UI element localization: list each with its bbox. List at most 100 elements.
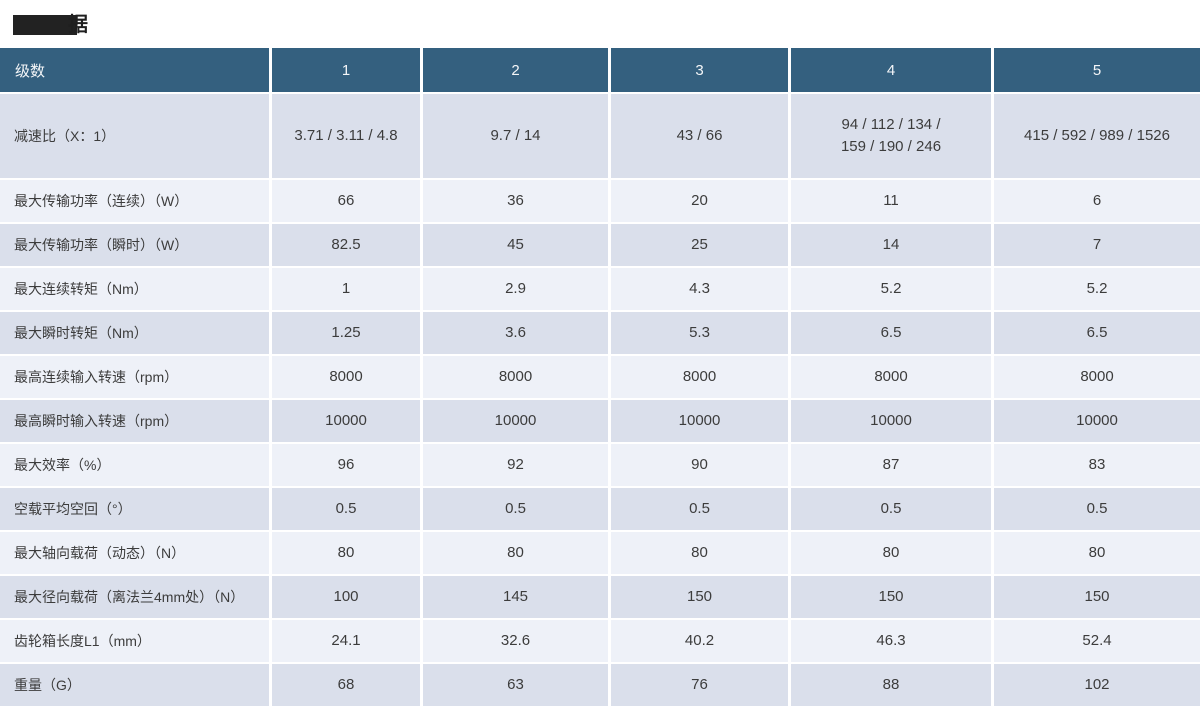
column-header-stage: 5 bbox=[994, 48, 1200, 92]
row-label: 重量（G） bbox=[0, 662, 272, 706]
row-label: 最大径向载荷（离法兰4mm处）（N） bbox=[0, 574, 272, 618]
column-header-stage: 3 bbox=[611, 48, 791, 92]
column-header-stage: 1 bbox=[272, 48, 423, 92]
cell-value: 10000 bbox=[994, 398, 1200, 442]
cell-value: 68 bbox=[272, 662, 423, 706]
cell-value: 80 bbox=[994, 530, 1200, 574]
table-row: 最大传输功率（瞬时）（W） 82.5 45 25 14 7 bbox=[0, 222, 1200, 266]
cell-value: 10000 bbox=[423, 398, 611, 442]
specs-table: 级数 1 2 3 4 5 减速比（X：1） 3.71 / 3.11 / 4.8 9.7 / 1… bbox=[0, 48, 1200, 706]
row-label: 最高瞬时输入转速（rpm） bbox=[0, 398, 272, 442]
cell-value: 40.2 bbox=[611, 618, 791, 662]
table-row: 最大连续转矩（Nm） 1 2.9 4.3 5.2 5.2 bbox=[0, 266, 1200, 310]
cell-value: 10000 bbox=[791, 398, 994, 442]
cell-value: 3.71 / 3.11 / 4.8 bbox=[272, 92, 423, 178]
column-header-label: 级数 bbox=[0, 48, 272, 92]
cell-value: 63 bbox=[423, 662, 611, 706]
redaction-box bbox=[13, 15, 77, 35]
cell-value: 94 / 112 / 134 / 159 / 190 / 246 bbox=[791, 92, 994, 178]
table-row: 最高瞬时输入转速（rpm） 10000 10000 10000 10000 10000 bbox=[0, 398, 1200, 442]
table-row: 最大瞬时转矩（Nm） 1.25 3.6 5.3 6.5 6.5 bbox=[0, 310, 1200, 354]
table-row: 最大效率（%） 96 92 90 87 83 bbox=[0, 442, 1200, 486]
cell-value: 1 bbox=[272, 266, 423, 310]
table-row: 最大传输功率（连续）（W） 66 36 20 11 6 bbox=[0, 178, 1200, 222]
cell-value: 80 bbox=[791, 530, 994, 574]
table-row: 空载平均空回（°） 0.5 0.5 0.5 0.5 0.5 bbox=[0, 486, 1200, 530]
cell-value: 145 bbox=[423, 574, 611, 618]
cell-value: 6.5 bbox=[791, 310, 994, 354]
cell-value: 10000 bbox=[272, 398, 423, 442]
cell-value: 7 bbox=[994, 222, 1200, 266]
cell-value: 36 bbox=[423, 178, 611, 222]
cell-value: 11 bbox=[791, 178, 994, 222]
table-row: 最高连续输入转速（rpm） 8000 8000 8000 8000 8000 bbox=[0, 354, 1200, 398]
header-row: 级数 1 2 3 4 5 bbox=[0, 48, 1200, 92]
cell-value: 10000 bbox=[611, 398, 791, 442]
cell-value: 87 bbox=[791, 442, 994, 486]
specs-table-header: 级数 1 2 3 4 5 bbox=[0, 48, 1200, 92]
cell-value: 100 bbox=[272, 574, 423, 618]
row-label: 最大效率（%） bbox=[0, 442, 272, 486]
page-title-fragment: 据 bbox=[68, 14, 88, 36]
cell-value: 32.6 bbox=[423, 618, 611, 662]
specs-table-body: 减速比（X：1） 3.71 / 3.11 / 4.8 9.7 / 14 43 / 66… bbox=[0, 92, 1200, 706]
cell-value: 0.5 bbox=[272, 486, 423, 530]
table-row: 最大轴向载荷（动态）（N） 80 80 80 80 80 bbox=[0, 530, 1200, 574]
cell-value: 150 bbox=[611, 574, 791, 618]
cell-value: 0.5 bbox=[994, 486, 1200, 530]
cell-value: 88 bbox=[791, 662, 994, 706]
cell-value: 8000 bbox=[994, 354, 1200, 398]
cell-value: 25 bbox=[611, 222, 791, 266]
row-label: 最大瞬时转矩（Nm） bbox=[0, 310, 272, 354]
table-row: 最大径向载荷（离法兰4mm处）（N） 100 145 150 150 150 bbox=[0, 574, 1200, 618]
table-row: 齿轮箱长度L1（mm） 24.1 32.6 40.2 46.3 52.4 bbox=[0, 618, 1200, 662]
cell-value: 150 bbox=[994, 574, 1200, 618]
cell-value: 76 bbox=[611, 662, 791, 706]
table-row: 减速比（X：1） 3.71 / 3.11 / 4.8 9.7 / 14 43 / 66… bbox=[0, 92, 1200, 178]
cell-value: 80 bbox=[423, 530, 611, 574]
cell-value: 80 bbox=[611, 530, 791, 574]
cell-value: 8000 bbox=[611, 354, 791, 398]
cell-value: 20 bbox=[611, 178, 791, 222]
cell-value: 14 bbox=[791, 222, 994, 266]
cell-value: 5.2 bbox=[791, 266, 994, 310]
row-label: 最高连续输入转速（rpm） bbox=[0, 354, 272, 398]
table-row: 重量（G） 68 63 76 88 102 bbox=[0, 662, 1200, 706]
cell-value: 46.3 bbox=[791, 618, 994, 662]
cell-value: 5.3 bbox=[611, 310, 791, 354]
cell-value: 52.4 bbox=[994, 618, 1200, 662]
row-label: 减速比（X：1） bbox=[0, 92, 272, 178]
cell-value: 6 bbox=[994, 178, 1200, 222]
cell-value: 0.5 bbox=[791, 486, 994, 530]
cell-value: 80 bbox=[272, 530, 423, 574]
cell-value: 6.5 bbox=[994, 310, 1200, 354]
cell-value: 9.7 / 14 bbox=[423, 92, 611, 178]
row-label: 最大传输功率（连续）（W） bbox=[0, 178, 272, 222]
row-label: 最大连续转矩（Nm） bbox=[0, 266, 272, 310]
cell-value: 96 bbox=[272, 442, 423, 486]
cell-value: 66 bbox=[272, 178, 423, 222]
cell-value: 1.25 bbox=[272, 310, 423, 354]
cell-value: 0.5 bbox=[611, 486, 791, 530]
cell-value: 83 bbox=[994, 442, 1200, 486]
cell-value: 2.9 bbox=[423, 266, 611, 310]
cell-value: 8000 bbox=[423, 354, 611, 398]
column-header-stage: 4 bbox=[791, 48, 994, 92]
cell-value: 5.2 bbox=[994, 266, 1200, 310]
page-title-redacted: 据 bbox=[13, 12, 133, 38]
row-label: 空载平均空回（°） bbox=[0, 486, 272, 530]
cell-value: 150 bbox=[791, 574, 994, 618]
row-label: 最大传输功率（瞬时）（W） bbox=[0, 222, 272, 266]
cell-value: 3.6 bbox=[423, 310, 611, 354]
column-header-stage: 2 bbox=[423, 48, 611, 92]
cell-value: 8000 bbox=[272, 354, 423, 398]
cell-value: 8000 bbox=[791, 354, 994, 398]
cell-value: 82.5 bbox=[272, 222, 423, 266]
cell-value: 24.1 bbox=[272, 618, 423, 662]
cell-value: 4.3 bbox=[611, 266, 791, 310]
cell-value: 92 bbox=[423, 442, 611, 486]
row-label: 齿轮箱长度L1（mm） bbox=[0, 618, 272, 662]
row-label: 最大轴向载荷（动态）（N） bbox=[0, 530, 272, 574]
cell-value: 0.5 bbox=[423, 486, 611, 530]
cell-value: 45 bbox=[423, 222, 611, 266]
